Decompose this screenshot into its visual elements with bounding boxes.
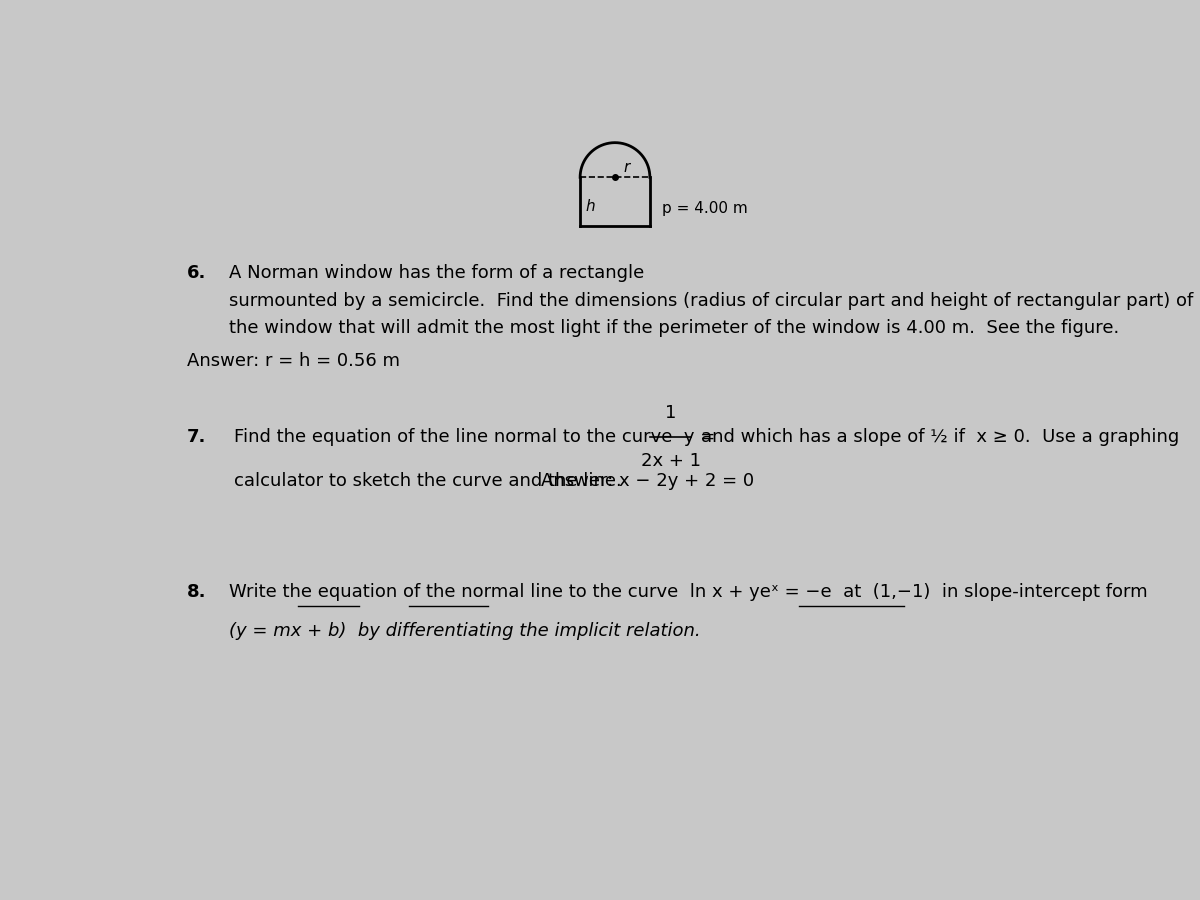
Text: Answer: x − 2y + 2 = 0: Answer: x − 2y + 2 = 0 (540, 472, 754, 490)
Text: 6.: 6. (187, 264, 206, 282)
Text: A Norman window has the form of a rectangle: A Norman window has the form of a rectan… (229, 264, 644, 282)
Text: p = 4.00 m: p = 4.00 m (662, 202, 748, 216)
Text: 2x + 1: 2x + 1 (641, 453, 701, 471)
Text: r: r (623, 159, 630, 175)
Text: (y = mx + b)  by differentiating the implicit relation.: (y = mx + b) by differentiating the impl… (229, 622, 701, 640)
Text: the window that will admit the most light if the perimeter of the window is 4.00: the window that will admit the most ligh… (229, 320, 1120, 338)
Text: h: h (586, 199, 595, 214)
Text: surmounted by a semicircle.  Find the dimensions (radius of circular part and he: surmounted by a semicircle. Find the dim… (229, 292, 1193, 310)
Text: and which has a slope of ½ if  x ≥ 0.  Use a graphing: and which has a slope of ½ if x ≥ 0. Use… (702, 428, 1180, 446)
Text: Find the equation of the line normal to the curve  y =: Find the equation of the line normal to … (234, 428, 715, 446)
Text: Write the equation of the normal line to the curve  ln x + yeˣ = −e  at  (1,−1) : Write the equation of the normal line to… (229, 582, 1147, 600)
Text: 7.: 7. (187, 428, 206, 446)
Text: calculator to sketch the curve and the line.: calculator to sketch the curve and the l… (234, 472, 622, 490)
Text: 8.: 8. (187, 582, 206, 600)
Text: 1: 1 (665, 404, 677, 422)
Text: Answer: r = h = 0.56 m: Answer: r = h = 0.56 m (187, 352, 401, 370)
